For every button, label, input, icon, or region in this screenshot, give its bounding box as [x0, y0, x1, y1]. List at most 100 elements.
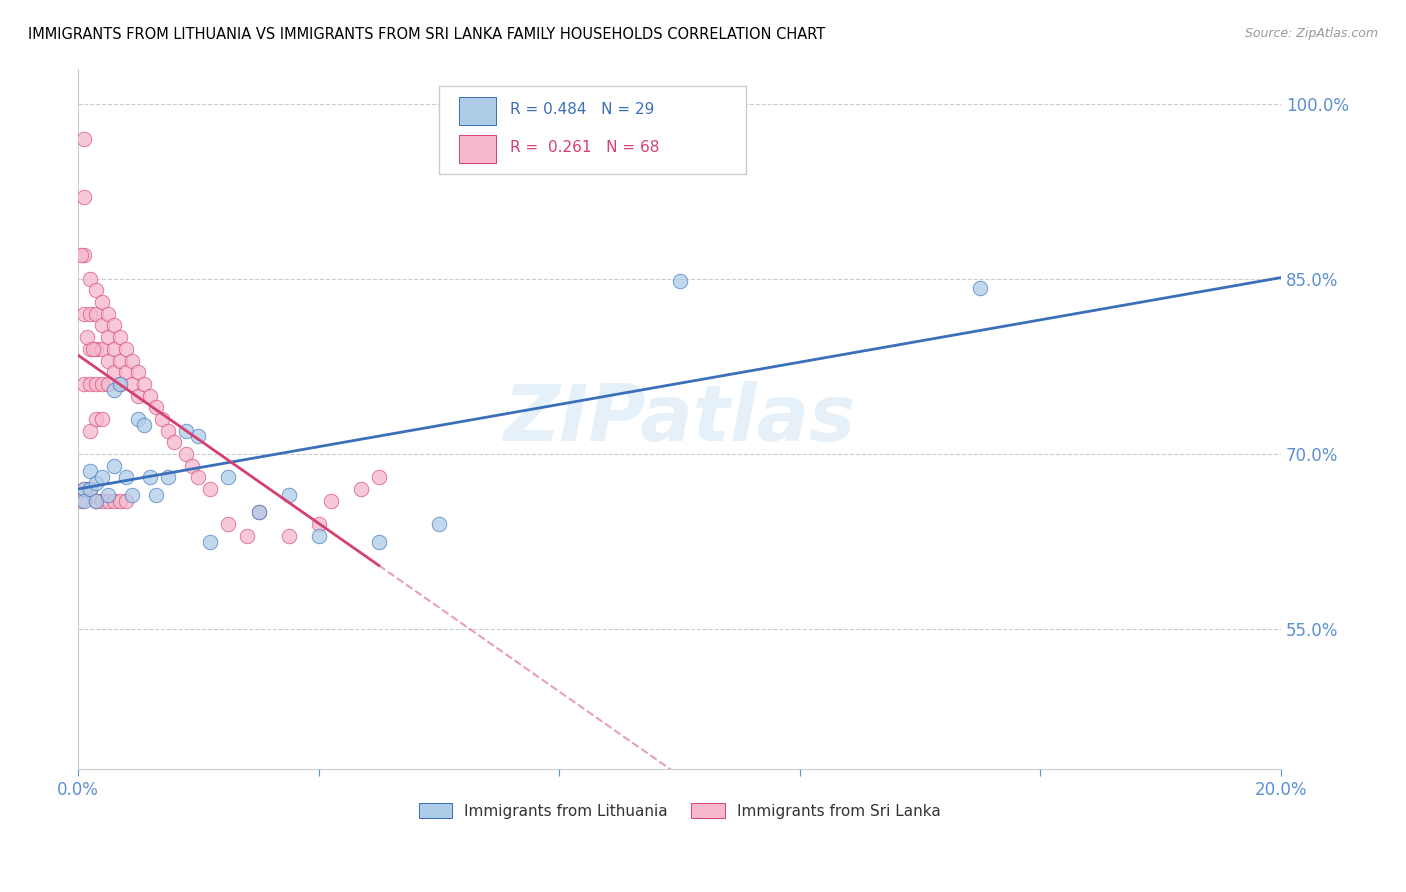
Point	[157, 424, 180, 438]
Point	[668, 274, 690, 288]
Point	[181, 458, 204, 473]
Point	[115, 470, 138, 484]
Point	[969, 281, 991, 295]
Point	[217, 470, 239, 484]
Point	[145, 401, 167, 415]
Legend: Immigrants from Lithuania, Immigrants from Sri Lanka: Immigrants from Lithuania, Immigrants fr…	[412, 797, 946, 825]
Point	[79, 307, 101, 321]
Point	[350, 482, 373, 496]
Point	[79, 272, 101, 286]
Point	[103, 493, 125, 508]
Point	[97, 493, 120, 508]
Point	[91, 342, 114, 356]
Point	[73, 482, 96, 496]
FancyBboxPatch shape	[439, 86, 745, 174]
Point	[70, 248, 93, 262]
Text: Source: ZipAtlas.com: Source: ZipAtlas.com	[1244, 27, 1378, 40]
Point	[97, 376, 120, 391]
Point	[97, 330, 120, 344]
Point	[79, 424, 101, 438]
Point	[79, 482, 101, 496]
Point	[121, 488, 143, 502]
Point	[200, 482, 222, 496]
Point	[91, 412, 114, 426]
Point	[73, 248, 96, 262]
Point	[139, 470, 162, 484]
Point	[127, 365, 149, 379]
Point	[91, 470, 114, 484]
Point	[73, 493, 96, 508]
Point	[150, 412, 173, 426]
Point	[84, 493, 107, 508]
Point	[97, 307, 120, 321]
Point	[139, 388, 162, 402]
Point	[157, 470, 180, 484]
Point	[82, 342, 104, 356]
Point	[217, 516, 239, 531]
Point	[91, 376, 114, 391]
Point	[73, 482, 96, 496]
Point	[187, 470, 209, 484]
Point	[145, 488, 167, 502]
Text: R = 0.484   N = 29: R = 0.484 N = 29	[510, 102, 654, 117]
Point	[176, 424, 198, 438]
Point	[79, 342, 101, 356]
Point	[103, 458, 125, 473]
FancyBboxPatch shape	[460, 135, 495, 163]
Point	[127, 412, 149, 426]
Point	[84, 493, 107, 508]
Point	[76, 330, 98, 344]
Point	[247, 505, 270, 519]
Point	[91, 318, 114, 333]
Point	[84, 476, 107, 491]
Point	[73, 131, 96, 145]
Point	[73, 376, 96, 391]
Point	[79, 465, 101, 479]
Text: IMMIGRANTS FROM LITHUANIA VS IMMIGRANTS FROM SRI LANKA FAMILY HOUSEHOLDS CORRELA: IMMIGRANTS FROM LITHUANIA VS IMMIGRANTS …	[28, 27, 825, 42]
Point	[79, 376, 101, 391]
Point	[97, 488, 120, 502]
FancyBboxPatch shape	[460, 96, 495, 125]
Point	[84, 342, 107, 356]
Point	[91, 493, 114, 508]
Point	[187, 429, 209, 443]
Point	[84, 307, 107, 321]
Point	[103, 318, 125, 333]
Point	[84, 376, 107, 391]
Point	[247, 505, 270, 519]
Point	[73, 190, 96, 204]
Point	[427, 516, 450, 531]
Point	[367, 534, 389, 549]
Point	[110, 376, 132, 391]
Point	[121, 353, 143, 368]
Text: ZIPatlas: ZIPatlas	[503, 381, 856, 457]
Point	[103, 342, 125, 356]
Point	[308, 529, 330, 543]
Point	[84, 284, 107, 298]
Point	[235, 529, 257, 543]
Point	[367, 470, 389, 484]
Point	[70, 493, 93, 508]
Point	[115, 493, 138, 508]
Point	[110, 493, 132, 508]
Point	[277, 488, 299, 502]
Point	[79, 482, 101, 496]
Point	[110, 330, 132, 344]
Point	[110, 353, 132, 368]
Point	[176, 447, 198, 461]
Point	[115, 342, 138, 356]
Point	[110, 376, 132, 391]
Point	[127, 388, 149, 402]
Point	[73, 307, 96, 321]
Point	[121, 376, 143, 391]
Point	[134, 376, 156, 391]
Point	[277, 529, 299, 543]
Point	[84, 412, 107, 426]
Point	[103, 383, 125, 397]
Point	[103, 365, 125, 379]
Point	[319, 493, 342, 508]
Point	[97, 353, 120, 368]
Point	[163, 435, 186, 450]
Point	[134, 417, 156, 432]
Text: R =  0.261   N = 68: R = 0.261 N = 68	[510, 140, 659, 155]
